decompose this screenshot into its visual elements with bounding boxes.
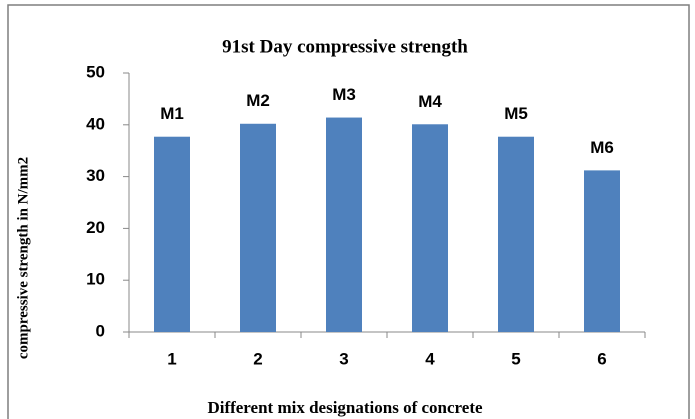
bar-label: M3 <box>332 85 356 104</box>
y-tick-label: 50 <box>86 62 105 81</box>
x-axis-label: Different mix designations of concrete <box>207 398 483 417</box>
bar-label: M4 <box>418 92 442 111</box>
bar-label: M5 <box>504 104 528 123</box>
bar-label: M2 <box>246 91 270 110</box>
x-tick-label: 4 <box>425 349 435 368</box>
chart-title: 91st Day compressive strength <box>222 36 468 57</box>
x-tick-label: 3 <box>339 349 348 368</box>
x-tick-label: 2 <box>253 349 262 368</box>
bar <box>240 123 276 332</box>
bar <box>412 124 448 332</box>
bar <box>498 136 534 332</box>
x-tick-label: 5 <box>511 349 520 368</box>
x-tick-label: 6 <box>597 349 606 368</box>
bar <box>154 136 190 332</box>
bar <box>584 170 620 332</box>
bar-label: M1 <box>160 104 184 123</box>
bar <box>326 117 362 332</box>
x-tick-label: 1 <box>167 349 176 368</box>
y-tick-label: 0 <box>96 321 105 340</box>
y-axis-label: compressive strength in N/mm2 <box>15 157 31 359</box>
bar-label: M6 <box>590 138 614 157</box>
y-tick-label: 40 <box>86 114 105 133</box>
y-tick-label: 10 <box>86 270 105 289</box>
y-tick-label: 30 <box>86 166 105 185</box>
y-tick-label: 20 <box>86 218 105 237</box>
